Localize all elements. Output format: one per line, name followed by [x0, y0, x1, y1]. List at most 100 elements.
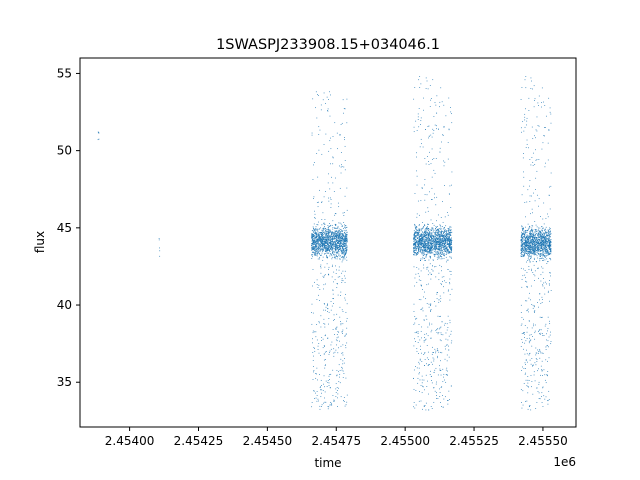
data-point — [445, 233, 447, 235]
data-point — [535, 250, 537, 252]
data-point — [329, 255, 331, 257]
data-point — [541, 227, 543, 229]
data-point — [333, 238, 335, 240]
data-point — [546, 253, 548, 255]
data-point — [441, 247, 442, 249]
data-point — [534, 98, 536, 100]
data-point — [443, 232, 445, 233]
data-point — [430, 303, 432, 305]
data-point — [344, 145, 346, 147]
data-point — [447, 269, 449, 270]
data-point — [420, 248, 422, 250]
data-point — [527, 247, 529, 249]
data-point — [532, 261, 534, 262]
data-point — [441, 284, 442, 286]
data-point — [542, 352, 544, 354]
data-point — [433, 169, 435, 171]
data-point — [543, 237, 545, 239]
data-point — [321, 232, 323, 234]
data-point — [413, 247, 415, 249]
data-point — [540, 242, 541, 244]
data-point — [423, 252, 425, 254]
data-point — [444, 248, 446, 250]
data-point — [540, 250, 541, 252]
data-point — [338, 269, 340, 271]
data-point — [336, 344, 337, 346]
data-point — [328, 353, 330, 355]
data-point — [437, 233, 439, 235]
data-point — [542, 386, 544, 388]
data-point — [428, 306, 430, 308]
data-point — [418, 249, 420, 250]
data-point — [432, 245, 433, 247]
data-point — [321, 242, 323, 244]
data-point — [326, 246, 328, 248]
data-point — [323, 284, 325, 286]
data-point — [323, 244, 325, 246]
data-point — [528, 386, 530, 388]
data-point — [315, 241, 316, 243]
data-point — [319, 256, 321, 258]
data-point — [536, 159, 538, 160]
data-point — [429, 233, 431, 235]
data-point — [332, 244, 334, 246]
data-point — [323, 241, 325, 242]
data-point — [546, 234, 547, 236]
data-point — [524, 126, 526, 128]
data-point — [328, 99, 329, 100]
data-point — [313, 253, 315, 255]
data-point — [439, 365, 440, 367]
data-point — [320, 248, 322, 250]
data-point — [323, 236, 325, 238]
data-point — [423, 296, 424, 298]
data-point — [313, 235, 314, 237]
data-point — [547, 375, 548, 377]
data-point — [328, 232, 330, 234]
data-point — [329, 231, 331, 233]
data-point — [446, 233, 448, 235]
data-point — [413, 303, 415, 305]
data-point — [413, 238, 415, 240]
data-point — [327, 242, 329, 244]
data-point — [549, 236, 551, 238]
data-point — [330, 241, 332, 243]
data-point — [311, 256, 313, 258]
data-point — [413, 237, 415, 239]
data-point — [425, 234, 427, 235]
data-point — [425, 229, 427, 231]
data-point — [521, 237, 523, 239]
data-point — [327, 248, 329, 250]
data-point — [413, 311, 415, 312]
data-point — [425, 256, 427, 258]
data-point — [426, 231, 428, 233]
data-point — [436, 241, 438, 243]
data-point — [433, 371, 435, 373]
data-point — [415, 227, 417, 228]
data-point — [339, 134, 340, 136]
data-point — [543, 101, 544, 103]
data-point — [321, 238, 323, 239]
data-point — [416, 227, 418, 228]
data-point — [535, 253, 537, 255]
data-point — [528, 297, 530, 299]
data-point — [550, 259, 552, 261]
data-point — [541, 317, 542, 318]
data-point — [331, 258, 333, 260]
data-point — [312, 246, 314, 248]
data-point — [337, 256, 339, 258]
data-point — [440, 374, 442, 376]
data-point — [415, 235, 417, 237]
data-point — [427, 246, 429, 248]
data-point — [325, 283, 326, 285]
data-point — [322, 338, 324, 340]
data-point — [320, 315, 322, 317]
data-point — [521, 238, 523, 240]
data-point — [444, 239, 445, 241]
data-point — [315, 227, 317, 229]
data-point — [325, 227, 327, 229]
data-point — [540, 274, 542, 276]
data-point — [327, 110, 329, 112]
data-point — [326, 233, 328, 235]
data-point — [333, 252, 335, 254]
data-point — [419, 246, 420, 248]
